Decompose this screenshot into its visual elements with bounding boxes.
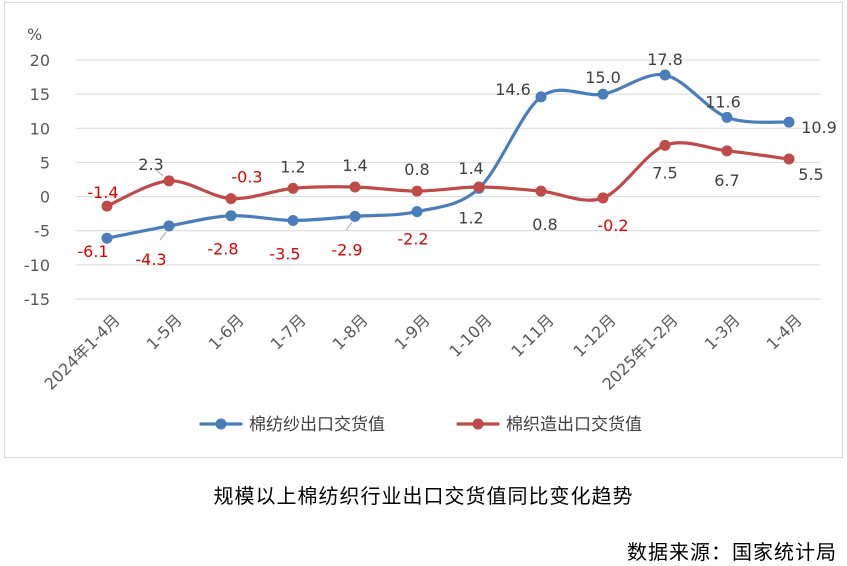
data-label: -3.5 [269, 244, 300, 263]
x-tick-label: 1-3月 [701, 310, 744, 353]
data-label: -2.9 [331, 240, 362, 259]
data-label: -6.1 [77, 242, 108, 261]
data-point [659, 139, 671, 151]
data-point [349, 210, 361, 222]
y-tick-label: -15 [24, 290, 50, 309]
data-label: 7.5 [652, 163, 677, 182]
data-point [163, 175, 175, 187]
legend-label: 棉纺纱出口交货值 [249, 415, 385, 435]
data-label: 1.2 [280, 157, 305, 176]
y-tick-label: -10 [24, 256, 50, 275]
data-point [597, 88, 609, 100]
legend-swatch-marker [215, 418, 227, 430]
data-point [721, 145, 733, 157]
data-point [721, 111, 733, 123]
x-tick-label: 1-7月 [267, 310, 310, 353]
data-label: 15.0 [585, 68, 621, 87]
data-point [535, 185, 547, 197]
y-tick-label: 20 [30, 51, 50, 70]
label-leader-line [345, 222, 353, 231]
x-tick-label: 1-8月 [329, 310, 372, 353]
y-tick-label: 5 [40, 153, 50, 172]
data-point [225, 193, 237, 205]
data-label: 5.5 [798, 165, 823, 184]
data-point [597, 192, 609, 204]
data-label: 10.9 [801, 118, 837, 137]
data-label: -2.8 [207, 240, 238, 259]
data-point [535, 91, 547, 103]
legend-swatch-marker [472, 418, 484, 430]
data-point [101, 232, 113, 244]
line-chart: 20 15 10 5 0 -5 -10 -15% 2024年1-4月 1-5月 1-6月 1-7月 1-… [24, 25, 837, 435]
gridlines [76, 59, 820, 300]
x-tick-label: 1-11月 [507, 310, 557, 360]
chart-caption: 规模以上棉纺织行业出口交货值同比变化趋势 [213, 484, 634, 508]
data-label: 14.6 [495, 80, 531, 99]
x-tick-label: 1-5月 [143, 310, 186, 353]
data-point [287, 214, 299, 226]
data-label: 2.3 [138, 155, 163, 174]
data-label: -1.4 [87, 183, 118, 202]
data-point [349, 181, 361, 193]
data-label: 1.4 [458, 159, 483, 178]
x-tick-label: 1-9月 [391, 310, 434, 353]
data-label: 17.8 [647, 50, 683, 69]
data-point [287, 182, 299, 194]
data-label: 0.8 [404, 160, 429, 179]
y-axis-unit: % [27, 25, 42, 44]
data-label: -2.2 [397, 230, 428, 249]
data-point [783, 116, 795, 128]
data-label: -0.2 [597, 216, 628, 235]
data-point [411, 185, 423, 197]
y-tick-label: -5 [34, 222, 50, 241]
x-tick-label: 1-10月 [445, 310, 495, 360]
x-tick-label: 1-4月 [763, 310, 806, 353]
series [101, 69, 795, 244]
data-label: 11.6 [705, 92, 741, 111]
data-label: -4.3 [135, 250, 166, 269]
data-label: 6.7 [714, 171, 739, 190]
data-label: -0.3 [231, 168, 262, 187]
data-point [101, 200, 113, 212]
y-tick-label: 10 [30, 119, 50, 138]
data-source-note: 数据来源：国家统计局 [627, 540, 837, 564]
series-line [105, 72, 791, 240]
x-tick-label: 1-12月 [569, 310, 619, 360]
legend: 棉纺纱出口交货值 棉织造出口交货值 [199, 415, 642, 435]
data-label: 1.4 [342, 156, 367, 175]
x-tick-label: 2024年1-4月 [40, 310, 123, 393]
y-tick-label: 15 [30, 85, 50, 104]
data-labels: -6.1 -4.3 -2.8 -3.5 -2.9 -2.2 1.2 14.6 15.0 17.8 1… [77, 50, 836, 269]
data-point [163, 220, 175, 232]
legend-label: 棉织造出口交货值 [506, 415, 642, 435]
data-point [659, 69, 671, 81]
label-leader-line [155, 169, 164, 177]
data-point [473, 181, 485, 193]
data-point [411, 206, 423, 218]
data-label: 0.8 [532, 215, 557, 234]
chart-area: 20 15 10 5 0 -5 -10 -15% 2024年1-4月 1-5月 1-6月 1-7月 1-… [4, 2, 843, 458]
data-point [783, 153, 795, 165]
data-point [225, 210, 237, 222]
label-leader-line [159, 231, 167, 241]
y-tick-label: 0 [40, 188, 50, 207]
data-label: 1.2 [458, 208, 483, 227]
x-tick-label: 1-6月 [205, 310, 248, 353]
